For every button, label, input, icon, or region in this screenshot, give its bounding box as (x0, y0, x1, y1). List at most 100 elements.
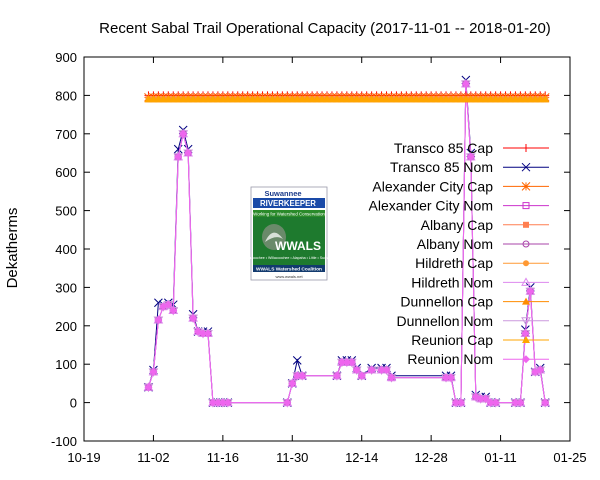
y-tick-label: 600 (55, 165, 77, 180)
data-point (154, 316, 163, 325)
x-tick-label: 11-16 (207, 450, 239, 465)
svg-text:Working for Watershed Conserva: Working for Watershed Conservation (253, 212, 325, 217)
legend-label: Dunnellon Cap (400, 294, 493, 310)
data-point (347, 358, 356, 367)
data-point (526, 287, 535, 296)
y-tick-label: 500 (55, 204, 77, 219)
legend-item: Alexander City Cap (372, 178, 549, 194)
legend-swatch-marker (523, 260, 529, 267)
data-point (332, 371, 341, 380)
x-tick-label: 10-19 (67, 450, 100, 465)
legend-item: Alexander City Nom (369, 198, 549, 214)
data-point (208, 398, 217, 407)
data-point (541, 398, 550, 407)
data-point (442, 373, 451, 382)
data-point (292, 356, 302, 365)
legend-label: Albany Cap (421, 217, 494, 233)
data-point (174, 152, 183, 161)
y-tick-label: 0 (70, 396, 77, 411)
data-point (337, 358, 346, 367)
data-point (451, 398, 460, 407)
svg-text:Withlacoochee • Willacoochee •: Withlacoochee • Willacoochee • Alapaha •… (241, 256, 337, 260)
legend-label: Alexander City Nom (369, 198, 494, 214)
data-point (377, 365, 386, 374)
legend-swatch-marker (522, 240, 530, 248)
x-tick-label: 12-14 (345, 450, 378, 465)
legend-item: Albany Cap (421, 217, 549, 233)
data-point (486, 398, 495, 407)
data-point (149, 367, 158, 376)
legend-swatch-marker (522, 297, 530, 305)
legend-item: Transco 85 Cap (394, 140, 549, 156)
chart-title: Recent Sabal Trail Operational Capacity … (99, 20, 551, 37)
legend-swatch-marker (523, 221, 529, 228)
legend-swatch-marker (521, 317, 531, 326)
legend-swatch-marker (522, 355, 530, 364)
legend-swatch-marker (522, 202, 530, 210)
data-point (456, 398, 465, 407)
legend-label: Albany Nom (417, 236, 493, 252)
data-point (511, 398, 520, 407)
y-tick-label: 900 (55, 50, 77, 65)
data-point (342, 358, 351, 367)
x-tick-label: 11-30 (276, 450, 308, 465)
data-point (144, 383, 153, 392)
y-tick-label: 100 (55, 357, 77, 372)
x-tick-label: 11-02 (137, 450, 169, 465)
svg-text:www.wwals.net: www.wwals.net (275, 274, 303, 279)
legend-label: Reunion Nom (407, 351, 493, 367)
data-point (491, 398, 500, 407)
legend-swatch-marker (522, 336, 530, 343)
data-point (179, 129, 188, 138)
data-point (199, 329, 208, 338)
svg-text:WWALS Watershed Coalition: WWALS Watershed Coalition (256, 267, 322, 273)
y-tick-label: 700 (55, 127, 77, 142)
legend-label: Transco 85 Cap (394, 140, 493, 156)
data-point (466, 152, 475, 161)
legend-label: Alexander City Cap (372, 178, 493, 194)
data-point (476, 394, 485, 403)
x-tick-label: 01-25 (553, 450, 586, 465)
y-axis-ticks: -100 0 100 200 300 400 500 600 700 800 900 (51, 50, 570, 449)
legend-item: Reunion Cap (411, 332, 549, 348)
legend-swatch-marker (521, 277, 531, 286)
data-point (541, 95, 550, 103)
x-tick-label: 12-28 (415, 450, 448, 465)
data-point (367, 365, 376, 374)
legend: Transco 85 Cap Transco 85 Nom Alexander Ci… (369, 140, 549, 367)
data-point (164, 300, 173, 309)
y-tick-label: 400 (55, 242, 77, 257)
y-axis-label: Dekatherms (4, 208, 21, 289)
legend-item: Hildreth Nom (411, 274, 549, 290)
legend-label: Transco 85 Nom (390, 159, 493, 175)
data-point (298, 371, 307, 380)
data-point (382, 365, 391, 374)
data-point (184, 149, 193, 157)
svg-text:WWALS: WWALS (275, 239, 321, 253)
legend-label: Dunnellon Nom (397, 313, 494, 329)
legend-item: Reunion Nom (407, 351, 549, 367)
data-point (521, 329, 530, 338)
legend-item: Transco 85 Nom (390, 159, 549, 175)
data-point (352, 365, 361, 374)
x-axis-ticks: 10-19 11-02 11-16 11-30 12-14 12-28 01-11 01-25 (67, 57, 587, 465)
data-point (213, 398, 222, 407)
y-tick-label: -100 (51, 434, 77, 449)
legend-label: Hildreth Cap (415, 255, 493, 271)
y-tick-label: 800 (55, 88, 77, 103)
data-point (169, 306, 178, 315)
data-point (387, 373, 396, 382)
y-tick-label: 300 (55, 280, 77, 295)
data-point (293, 371, 302, 380)
x-tick-label: 01-11 (484, 450, 516, 465)
legend-item: Albany Nom (417, 236, 549, 252)
legend-item: Dunnellon Cap (400, 294, 549, 310)
svg-text:RIVERKEEPER: RIVERKEEPER (260, 199, 316, 208)
svg-text:Suwannee: Suwannee (264, 189, 301, 198)
data-point (189, 314, 198, 323)
data-point (446, 373, 455, 382)
series-reunion-nom (144, 79, 550, 407)
data-point (203, 329, 212, 338)
legend-swatch-marker (522, 144, 530, 152)
